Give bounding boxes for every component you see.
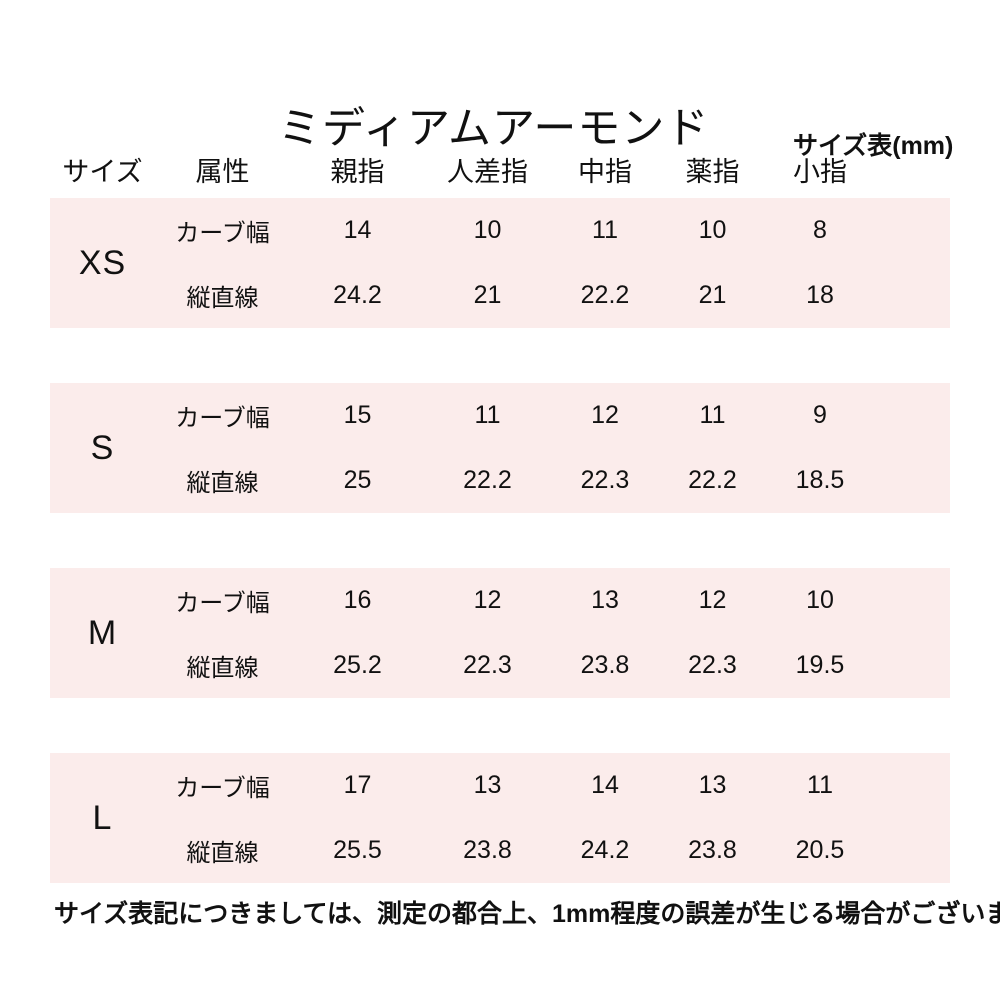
cell-length-pinky: 18.5 — [795, 466, 845, 494]
attribute-label-curve: カーブ幅 — [175, 220, 270, 247]
size-table: サイズ 属性 親指 人差指 中指 薬指 小指 XS カーブ幅 14 10 11 … — [50, 140, 950, 883]
cell-length-index: 21 — [473, 281, 502, 309]
attribute-label-length: 縦直線 — [186, 470, 259, 497]
page-title: ミディアムアーモンド — [278, 105, 710, 153]
column-header-ring: 薬指 — [685, 156, 740, 187]
attribute-label-length: 縦直線 — [186, 655, 259, 682]
column-header-pinky: 小指 — [793, 156, 847, 187]
measurement-disclaimer: サイズ表記につきましては、測定の都合上、1mm程度の誤差が生じる場合がございます… — [54, 900, 1000, 928]
cell-curve-ring: 10 — [698, 216, 727, 244]
cell-length-thumb: 25 — [343, 466, 372, 494]
cell-curve-pinky: 8 — [813, 216, 827, 244]
cell-curve-middle: 13 — [591, 586, 619, 614]
cell-curve-index: 11 — [474, 401, 501, 429]
attribute-label-length: 縦直線 — [186, 285, 259, 312]
cell-length-middle: 23.8 — [580, 651, 630, 679]
table-header-row: サイズ 属性 親指 人差指 中指 薬指 小指 — [50, 140, 950, 198]
cell-length-pinky: 18 — [806, 281, 834, 309]
cell-length-ring: 22.3 — [688, 651, 737, 679]
cell-length-ring: 21 — [698, 281, 727, 309]
column-header-attribute: 属性 — [195, 156, 250, 187]
cell-curve-ring: 12 — [698, 586, 727, 614]
size-label: S — [90, 428, 115, 467]
chart-unit-subtitle: サイズ表(mm) — [793, 132, 954, 160]
column-header-index: 人差指 — [447, 156, 528, 187]
cell-curve-middle: 14 — [591, 771, 619, 799]
size-label: M — [87, 613, 118, 652]
size-label: XS — [78, 243, 127, 282]
cell-length-pinky: 19.5 — [795, 651, 845, 679]
cell-curve-index: 13 — [473, 771, 502, 799]
cell-length-thumb: 24.2 — [333, 281, 382, 309]
cell-length-thumb: 25.2 — [333, 651, 382, 679]
cell-length-pinky: 20.5 — [795, 836, 845, 864]
cell-curve-middle: 11 — [592, 216, 618, 244]
cell-length-ring: 23.8 — [688, 836, 737, 864]
table-row: M カーブ幅 16 12 13 12 10 縦直線 25.2 22.3 23.8… — [50, 568, 950, 698]
table-row: L カーブ幅 17 13 14 13 11 縦直線 25.5 23.8 24.2… — [50, 753, 950, 883]
column-header-size: サイズ — [62, 156, 143, 187]
cell-curve-thumb: 17 — [343, 771, 372, 799]
cell-length-index: 22.2 — [463, 466, 512, 494]
cell-curve-index: 10 — [473, 216, 502, 244]
cell-curve-pinky: 11 — [807, 771, 833, 799]
attribute-label-length: 縦直線 — [186, 840, 259, 867]
chart-header: ミディアムアーモンド サイズ表(mm) — [0, 52, 1000, 159]
cell-curve-pinky: 9 — [813, 401, 827, 429]
cell-curve-middle: 12 — [591, 401, 619, 429]
attribute-label-curve: カーブ幅 — [175, 775, 270, 802]
attribute-label-curve: カーブ幅 — [175, 590, 270, 617]
table-row: S カーブ幅 15 11 12 11 9 縦直線 25 22.2 22.3 22… — [50, 383, 950, 513]
cell-curve-index: 12 — [473, 586, 502, 614]
cell-curve-ring: 13 — [698, 771, 727, 799]
column-header-thumb: 親指 — [330, 156, 385, 187]
cell-curve-thumb: 15 — [343, 401, 372, 429]
attribute-label-curve: カーブ幅 — [175, 405, 270, 432]
cell-length-index: 22.3 — [463, 651, 512, 679]
column-header-middle: 中指 — [578, 156, 632, 187]
table-row: XS カーブ幅 14 10 11 10 8 縦直線 24.2 21 22.2 2… — [50, 198, 950, 328]
cell-curve-pinky: 10 — [806, 586, 834, 614]
size-label: L — [92, 798, 113, 837]
cell-length-middle: 22.3 — [580, 466, 630, 494]
cell-length-middle: 22.2 — [580, 281, 630, 309]
cell-length-index: 23.8 — [463, 836, 512, 864]
cell-curve-ring: 11 — [699, 401, 726, 429]
cell-length-middle: 24.2 — [580, 836, 630, 864]
cell-length-thumb: 25.5 — [333, 836, 382, 864]
cell-curve-thumb: 16 — [343, 586, 372, 614]
cell-curve-thumb: 14 — [343, 216, 372, 244]
cell-length-ring: 22.2 — [688, 466, 737, 494]
